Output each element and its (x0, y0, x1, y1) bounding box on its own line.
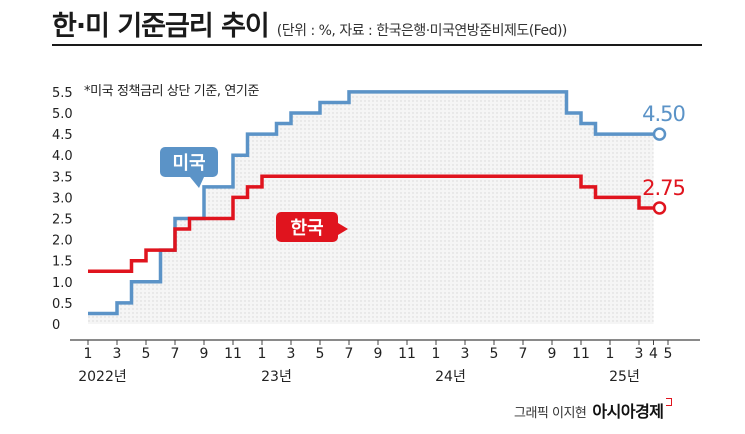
x-tick-label: 5 (490, 346, 499, 362)
credit-author: 그래픽 이지현 (514, 406, 587, 421)
x-tick-label: 3 (635, 346, 644, 362)
x-tick-label: 9 (200, 346, 209, 362)
x-group-label: 2022년 (78, 369, 127, 385)
chart-note: *미국 정책금리 상단 기준, 연기준 (84, 84, 260, 99)
x-tick-label: 11 (398, 346, 416, 362)
chart-subtitle: (단위 : %, 자료 : 한국은행·미국연방준비제도(Fed)) (276, 23, 568, 39)
y-tick-label: 2.0 (52, 234, 73, 249)
y-tick-label: 0 (52, 318, 60, 333)
x-tick-label: 9 (548, 346, 557, 362)
credit: 그래픽 이지현 아시아경제 (514, 398, 672, 422)
x-tick-label: 5 (664, 346, 673, 362)
x-tick-label: 7 (171, 346, 180, 362)
x-tick-label: 4 (649, 346, 658, 362)
x-tick-label: 11 (572, 346, 590, 362)
x-group-label: 24년 (435, 369, 466, 385)
x-tick-label: 1 (432, 346, 441, 362)
x-tick-label: 1 (606, 346, 615, 362)
x-tick-label: 7 (519, 346, 528, 362)
x-tick-label: 11 (224, 346, 242, 362)
chart-title: 한·미 기준금리 추이 (52, 11, 270, 42)
legend-label: 미국 (172, 153, 205, 174)
x-tick-label: 5 (316, 346, 325, 362)
legend-callout-pointer (190, 177, 204, 188)
y-tick-label: 2.5 (52, 213, 73, 228)
y-tick-label: 5.0 (52, 107, 73, 122)
axis-layer: 00.51.01.52.02.53.03.54.04.55.05.51 3 5 7 9 1… (52, 86, 700, 385)
series-end-marker (652, 201, 667, 215)
fill-layer (88, 91, 654, 325)
x-tick-label: 5 (142, 346, 151, 362)
title-row: 한·미 기준금리 추이 (단위 : %, 자료 : 한국은행·미국연방준비제도(… (52, 4, 567, 43)
y-tick-label: 1.5 (52, 255, 73, 270)
x-tick-label: 7 (345, 346, 354, 362)
legend-callout (276, 212, 338, 242)
y-tick-label: 1.0 (52, 276, 73, 291)
x-tick-label: 9 (374, 346, 383, 362)
x-tick-label: 3 (287, 346, 296, 362)
y-tick-label: 4.0 (52, 149, 73, 164)
x-tick-label: 3 (113, 346, 122, 362)
y-tick-label: 4.5 (52, 128, 73, 143)
x-tick-label: 1 (258, 346, 267, 362)
x-tick-label: 1 (84, 346, 93, 362)
legend-callout-pointer (338, 223, 348, 235)
series-line (88, 90, 654, 316)
brand-mark-icon (665, 398, 672, 406)
y-tick-label: 3.5 (52, 170, 73, 185)
series-end-label: 2.75 (642, 176, 685, 200)
x-group-label: 23년 (261, 369, 292, 385)
series-layer (88, 90, 667, 316)
credit-brand: 아시아경제 (592, 402, 664, 421)
legend-label: 한국 (290, 218, 323, 239)
series-line (88, 174, 654, 273)
title-divider (52, 44, 702, 46)
area-fill (88, 91, 654, 325)
y-tick-label: 0.5 (52, 297, 73, 312)
y-tick-label: 3.0 (52, 191, 73, 206)
x-group-label: 25년 (609, 369, 640, 385)
series-end-label: 4.50 (642, 102, 685, 126)
series-end-marker (652, 127, 667, 141)
legend-callout (160, 147, 218, 177)
x-tick-label: 3 (461, 346, 470, 362)
y-tick-label: 5.5 (52, 86, 73, 101)
